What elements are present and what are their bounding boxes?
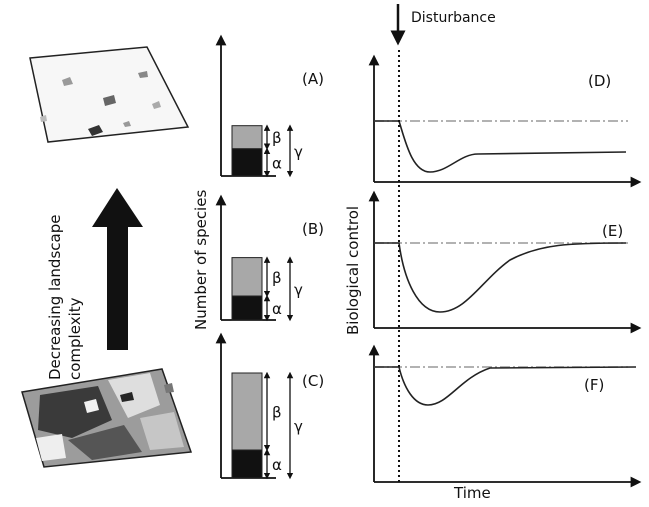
disturbance-marker	[390, 4, 406, 482]
beta-label: β	[272, 129, 282, 147]
control-graph-f	[368, 344, 642, 488]
y-axis-label-species: Number of species	[192, 190, 210, 330]
diversity-panel: αβγ (A)	[215, 34, 324, 178]
gamma-label: γ	[294, 143, 303, 161]
panel-label-d: (D)	[588, 72, 611, 90]
complexity-arrow	[92, 188, 143, 350]
panel-label: (B)	[302, 220, 324, 238]
control-graph-e	[368, 190, 642, 334]
panel-label: (C)	[302, 372, 324, 390]
beta-bar	[231, 257, 263, 297]
panel-label-e: (E)	[602, 222, 623, 240]
beta-label: β	[272, 269, 282, 287]
diversity-panel: αβγ (B)	[215, 194, 324, 322]
alpha-bar	[231, 449, 263, 479]
beta-label: β	[272, 404, 282, 422]
diversity-panel: α βγ (C)	[215, 332, 324, 480]
control-graph-d	[368, 54, 642, 188]
gamma-label: γ	[294, 418, 303, 436]
alpha-bar	[231, 295, 263, 321]
disturbance-label: Disturbance	[411, 10, 496, 26]
diversity-bars: αβγ(A)αβγ(B)αβγ(C)	[215, 34, 324, 480]
beta-bar	[231, 372, 263, 451]
alpha-label: α	[272, 154, 282, 172]
alpha-bar	[231, 148, 263, 177]
beta-bar	[231, 125, 263, 150]
landscape-axis-label: Decreasing landscape complexity	[46, 210, 84, 380]
simple-landscape	[29, 46, 190, 143]
complex-landscape	[21, 368, 193, 468]
y-axis-label-control: Biological control	[344, 206, 362, 335]
panel-label: (A)	[302, 70, 324, 88]
alpha-label: α	[272, 300, 282, 318]
alpha-label: α	[272, 456, 282, 474]
x-axis-label-time: Time	[453, 484, 491, 502]
panel-label-f: (F)	[584, 376, 604, 394]
gamma-label: γ	[294, 281, 303, 299]
